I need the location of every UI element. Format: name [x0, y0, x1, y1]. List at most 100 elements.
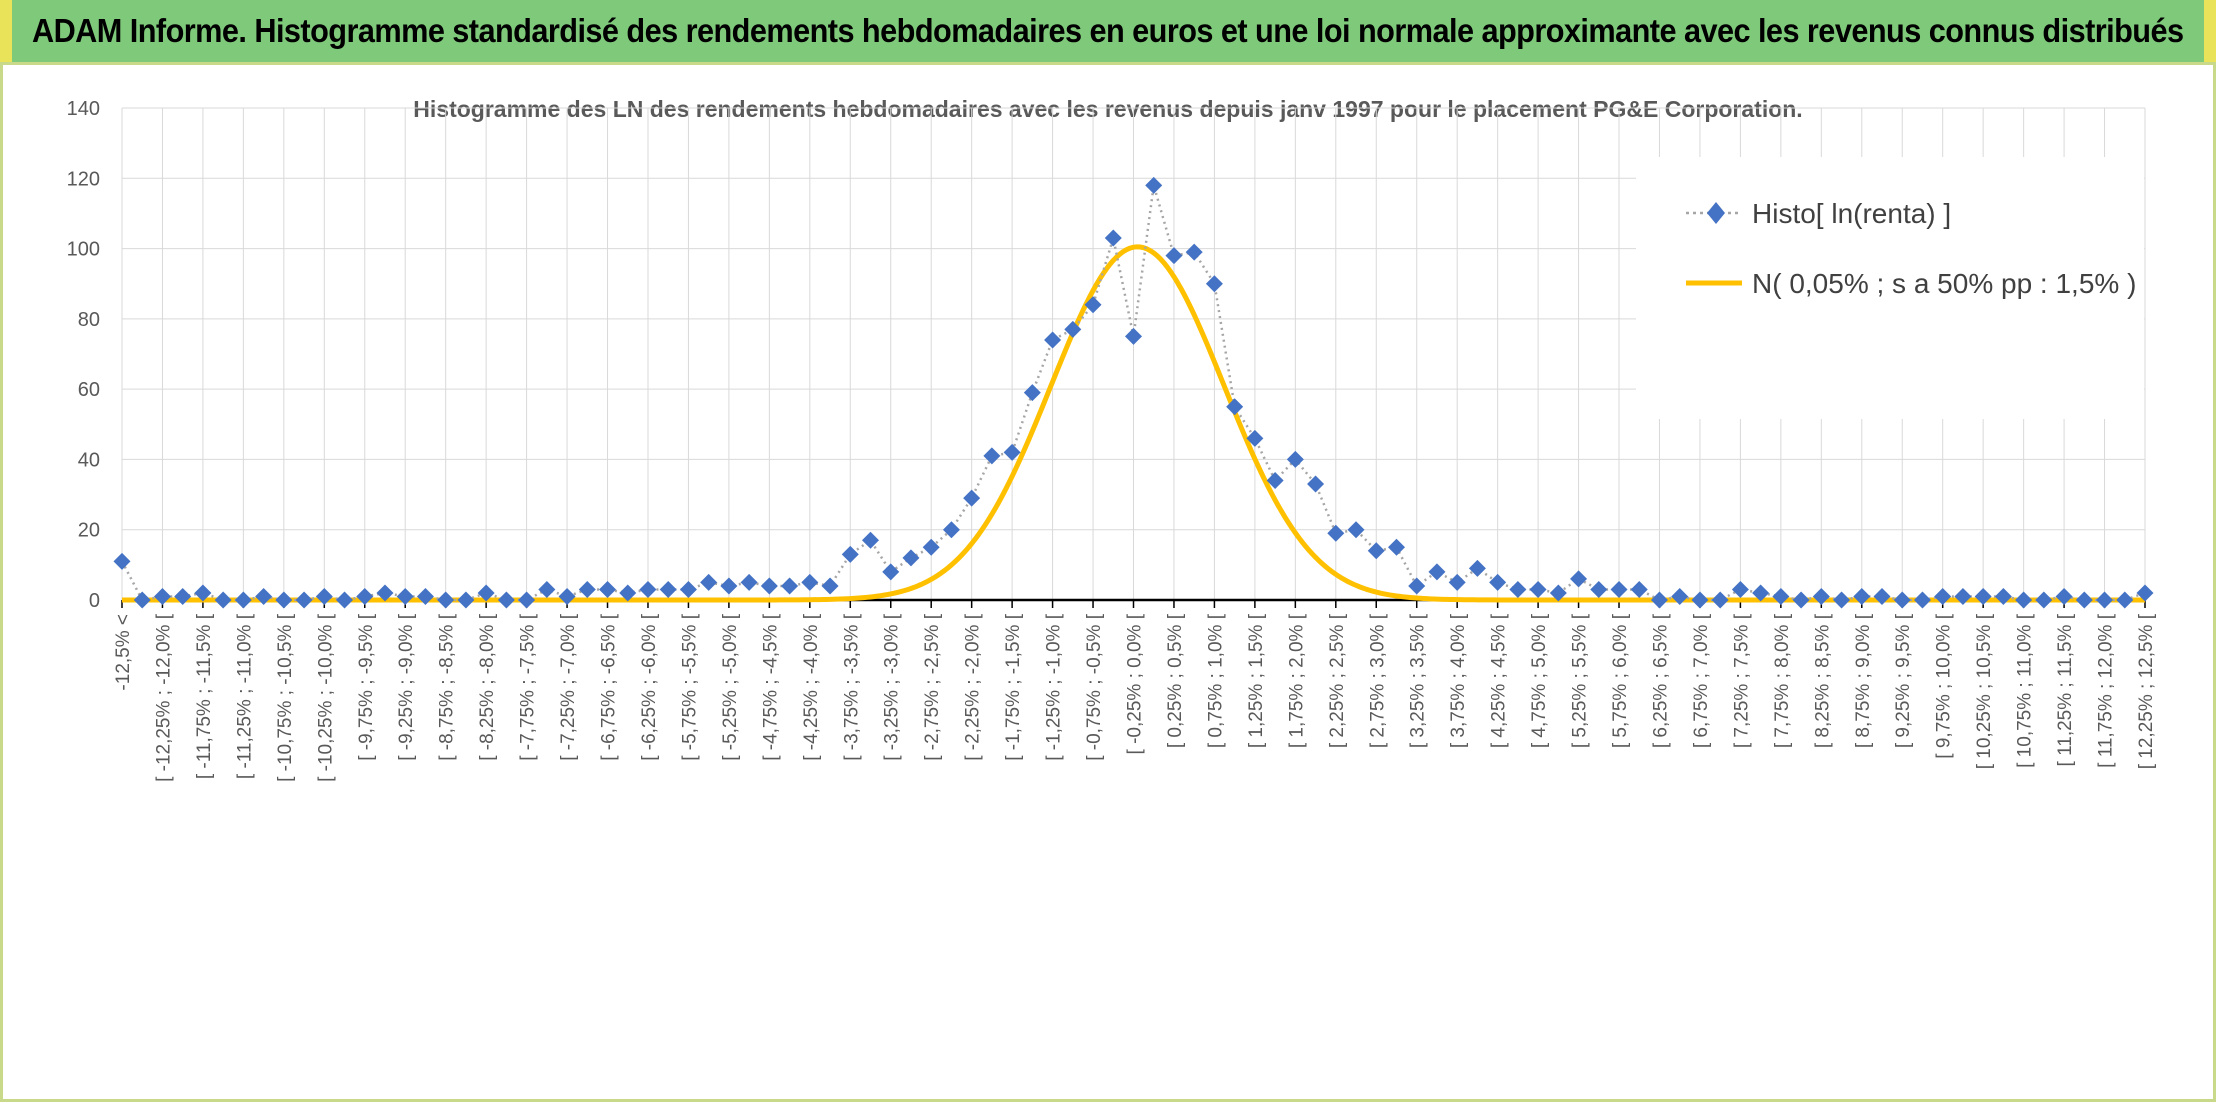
histo-point: [2075, 591, 2093, 609]
histo-point: [1205, 275, 1223, 293]
x-tick-label: [ -3,75% ; -3,5% [: [841, 613, 862, 761]
x-tick-label: [ -9,75% ; -9,5% [: [356, 613, 377, 761]
histo-point: [558, 587, 576, 605]
histo-point: [376, 584, 394, 602]
x-tick-label: [ 9,25% ; 9,5% [: [1893, 613, 1914, 748]
histo-point: [1266, 472, 1284, 490]
histo-point: [1630, 580, 1648, 598]
histo-point: [1084, 296, 1102, 314]
histo-point: [133, 591, 151, 609]
x-tick-label: [ 8,25% ; 8,5% [: [1812, 613, 1833, 748]
x-tick-label: [ 8,75% ; 9,0% [: [1853, 613, 1874, 748]
x-tick-label: [ -4,25% ; -4,0% [: [801, 613, 822, 761]
histo-point: [922, 538, 940, 556]
histo-point: [1145, 176, 1163, 194]
histo-point: [2015, 591, 2033, 609]
histo-point: [1570, 570, 1588, 588]
histo-point: [578, 580, 596, 598]
histo-point: [1792, 591, 1810, 609]
x-axis: -12,5% < [ -12,25% ; -12,0% [[ -11,75% ; …: [113, 600, 2157, 782]
x-tick-label: [ -12,25% ; -12,0% [: [153, 613, 174, 782]
histo-point: [2035, 591, 2053, 609]
y-tick-label: 20: [78, 520, 100, 542]
chart-title: Histogramme des LN des rendements hebdom…: [413, 96, 1802, 122]
x-tick-label: [ -4,75% ; -4,5% [: [760, 613, 781, 761]
x-tick-label: [ -7,75% ; -7,5% [: [518, 613, 539, 761]
x-tick-label: [ -6,75% ; -6,5% [: [599, 613, 620, 761]
y-tick-label: 120: [67, 168, 100, 190]
histo-point: [113, 552, 131, 570]
histo-point: [862, 531, 880, 549]
y-tick-label: 140: [67, 98, 100, 120]
x-tick-label: [ -5,75% ; -5,5% [: [679, 613, 700, 761]
legend-histo-label: Histo[ ln(renta) ]: [1752, 198, 1951, 229]
histo-point: [1064, 320, 1082, 338]
x-tick-label: [ 10,25% ; 10,5% [: [1974, 613, 1995, 769]
plot-area: [113, 176, 2154, 609]
y-tick-label: 60: [78, 379, 100, 401]
x-tick-label: [ -2,25% ; -2,0% [: [963, 613, 984, 761]
histo-point: [1833, 591, 1851, 609]
histo-point: [781, 577, 799, 595]
histo-point: [1185, 243, 1203, 261]
histo-point: [619, 584, 637, 602]
legend: Histo[ ln(renta) ] N( 0,05% ; s a 50% pp…: [1636, 157, 2144, 419]
histo-point: [1428, 563, 1446, 581]
x-tick-label: [ 10,75% ; 11,0% [: [2015, 613, 2036, 768]
x-tick-label: [ 6,25% ; 6,5% [: [1650, 613, 1671, 748]
x-tick-label: [ 0,25% ; 0,5% [: [1165, 613, 1186, 748]
y-axis: 0 20 40 60 80 100 120 140: [67, 98, 100, 612]
histo-point: [1387, 538, 1405, 556]
histo-point: [153, 587, 171, 605]
histo-point: [1307, 475, 1325, 493]
x-tick-label: [ -5,25% ; -5,0% [: [720, 613, 741, 761]
x-tick-label: [ 4,25% ; 4,5% [: [1489, 613, 1510, 748]
x-tick-label: [ 7,75% ; 8,0% [: [1772, 613, 1793, 748]
histo-point: [1853, 587, 1871, 605]
banner-accent-right: [2204, 0, 2216, 62]
histo-point: [1549, 584, 1567, 602]
histo-point: [700, 573, 718, 591]
histo-point: [2136, 584, 2154, 602]
histo-point: [497, 591, 515, 609]
histo-point: [1327, 524, 1345, 542]
histo-point: [396, 587, 414, 605]
histo-point: [1954, 587, 1972, 605]
x-tick-label: [ -2,75% ; -2,5% [: [922, 613, 943, 761]
histo-point: [2055, 587, 2073, 605]
histo-point: [821, 577, 839, 595]
histo-point: [1104, 229, 1122, 247]
banner-title: ADAM Informe. Histogramme standardisé de…: [32, 12, 2184, 49]
x-tick-label: [ 3,75% ; 4,0% [: [1448, 613, 1469, 748]
x-tick-label: [ 3,25% ; 3,5% [: [1408, 613, 1429, 748]
x-tick-label: [ 2,75% ; 3,0% [: [1367, 613, 1388, 748]
x-tick-label: [ 1,25% ; 1,5% [: [1246, 613, 1267, 748]
x-tick-label: [ -8,25% ; -8,0% [: [477, 613, 498, 761]
histo-point: [194, 584, 212, 602]
histo-point: [1994, 587, 2012, 605]
histo-point: [1610, 580, 1628, 598]
x-tick-label: [ -8,75% ; -8,5% [: [437, 613, 458, 761]
histo-point: [902, 549, 920, 567]
legend-normal-label: N( 0,05% ; s a 50% pp : 1,5% ): [1752, 268, 2136, 299]
histo-point: [1509, 580, 1527, 598]
histo-point: [1044, 331, 1062, 349]
histo-point: [1873, 587, 1891, 605]
x-tick-label: [ 12,25% ; 12,5% [: [2136, 613, 2157, 769]
histo-point: [356, 587, 374, 605]
histo-point: [1489, 573, 1507, 591]
y-tick-label: 0: [89, 590, 100, 612]
histo-point: [740, 573, 758, 591]
histo-point: [1752, 584, 1770, 602]
histo-point: [315, 587, 333, 605]
histo-point: [942, 521, 960, 539]
histo-point: [477, 584, 495, 602]
histo-point: [1934, 587, 1952, 605]
x-tick-label: [ -0,75% ; -0,5% [: [1084, 613, 1105, 761]
histo-point: [2096, 591, 2114, 609]
y-tick-label: 40: [78, 449, 100, 471]
histo-point: [1165, 247, 1183, 265]
histo-point: [1772, 587, 1790, 605]
histo-point: [1023, 384, 1041, 402]
